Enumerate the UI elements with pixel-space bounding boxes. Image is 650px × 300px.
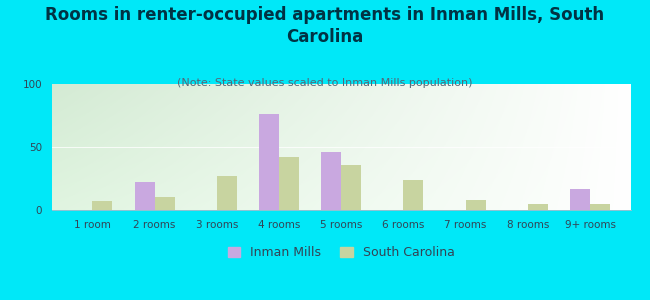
Bar bbox=[321, 152, 341, 210]
Bar bbox=[92, 201, 112, 210]
Bar bbox=[155, 197, 175, 210]
Text: Rooms in renter-occupied apartments in Inman Mills, South
Carolina: Rooms in renter-occupied apartments in I… bbox=[46, 6, 605, 46]
Legend: Inman Mills, South Carolina: Inman Mills, South Carolina bbox=[223, 241, 460, 264]
Bar bbox=[404, 180, 423, 210]
Bar bbox=[135, 182, 155, 210]
Bar bbox=[341, 165, 361, 210]
Bar bbox=[590, 204, 610, 210]
Bar bbox=[217, 176, 237, 210]
Bar bbox=[570, 189, 590, 210]
Bar bbox=[528, 204, 548, 210]
Bar bbox=[259, 114, 279, 210]
Text: (Note: State values scaled to Inman Mills population): (Note: State values scaled to Inman Mill… bbox=[177, 78, 473, 88]
Bar bbox=[465, 200, 486, 210]
Bar bbox=[279, 157, 299, 210]
